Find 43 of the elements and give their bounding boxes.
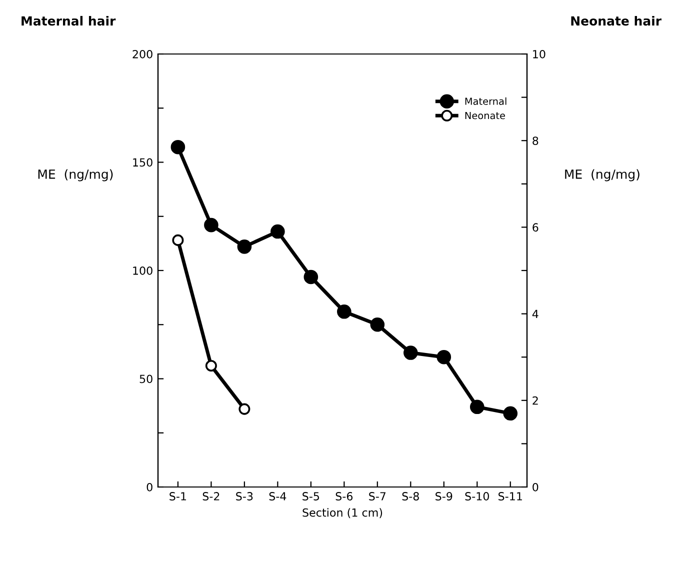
x-tick-label: S-2 <box>202 492 220 500</box>
x-tick-label: S-7 <box>369 492 386 500</box>
text: Neonate hair <box>571 16 662 26</box>
point <box>370 317 385 332</box>
x-tick-label: S-10 <box>465 492 489 500</box>
point <box>270 224 285 239</box>
point <box>403 346 418 360</box>
y-tick-label: 50 <box>140 374 152 384</box>
x-tick-label: S-5 <box>302 492 320 500</box>
y-tick-label: 200 <box>132 50 152 58</box>
point <box>172 234 184 246</box>
y2-tick-label: 2 <box>532 396 538 405</box>
x-tick-label: S-3 <box>236 492 253 500</box>
y-axis-title: ME (ng/mg) <box>38 169 113 182</box>
y2-tick-label: 4 <box>532 310 538 318</box>
x-tick-label: S-1 <box>170 492 186 500</box>
point <box>204 218 218 232</box>
legend-label: Neonate <box>465 112 505 120</box>
point <box>304 270 318 284</box>
point <box>470 400 484 414</box>
x-tick-label: S-9 <box>436 492 452 500</box>
point <box>205 360 217 372</box>
y-tick-label: 100 <box>133 266 152 275</box>
y2-tick-label: 0 <box>532 482 538 492</box>
point <box>237 240 252 254</box>
y-tick-label: 0 <box>146 482 152 492</box>
point <box>503 406 518 421</box>
point <box>337 304 352 319</box>
y2-tick-label: 6 <box>532 223 538 232</box>
point <box>170 140 186 154</box>
point <box>238 403 250 415</box>
legend-label: Maternal <box>465 97 506 105</box>
y2-tick-label: 10 <box>533 50 546 58</box>
x-tick-label: S-4 <box>269 492 286 500</box>
x-tick-label: S-6 <box>336 492 353 500</box>
x-tick-label: S-11 <box>498 492 522 500</box>
y2-axis-title: ME (ng/mg) <box>565 169 640 182</box>
point <box>436 350 452 364</box>
x-axis-title: Section (1 cm) <box>302 508 382 518</box>
x-tick-label: S-8 <box>402 492 419 500</box>
y2-tick-label: 8 <box>532 136 538 145</box>
y-tick-label: 150 <box>133 158 152 167</box>
chart-title: Maternal hair <box>22 16 116 26</box>
